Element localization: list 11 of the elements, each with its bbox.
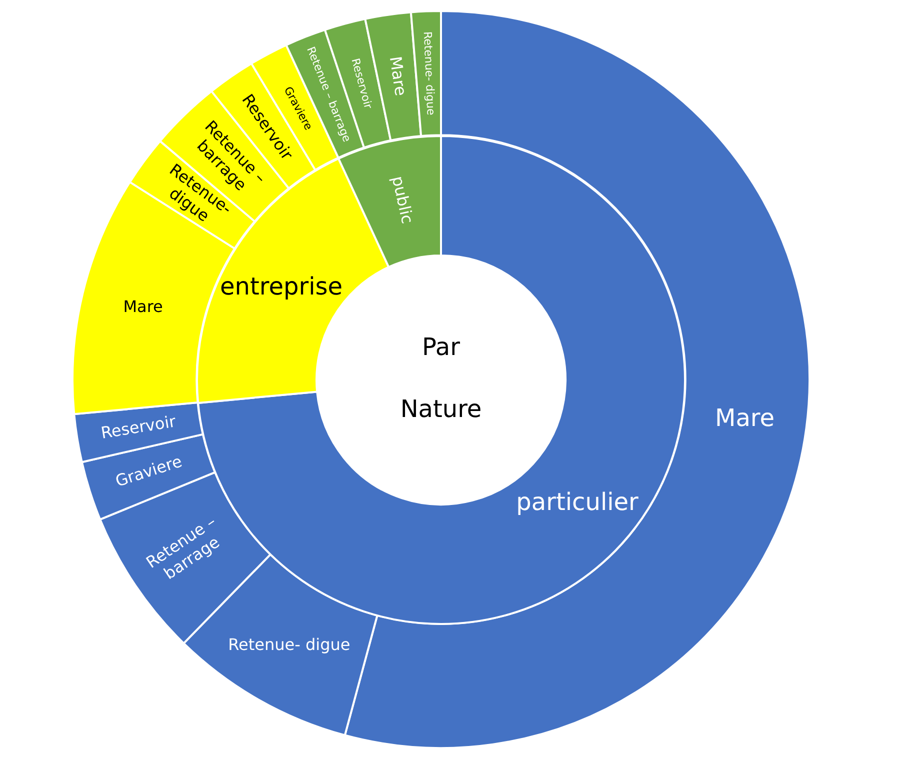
slice-label: Mare <box>386 55 410 98</box>
slice-label: public <box>388 174 418 225</box>
slice-label: Reservoir <box>100 412 178 442</box>
slice-label: particulier <box>516 488 639 516</box>
slice-label: Mare <box>714 404 775 432</box>
slice-label: Mare <box>123 297 163 316</box>
chart-title: Par Nature <box>400 332 482 423</box>
slice-label: Retenue- digue <box>228 634 350 654</box>
slice-label: entreprise <box>220 272 343 300</box>
slice-label: Graviere <box>113 452 184 491</box>
slice-label: Retenue- digue <box>420 31 438 116</box>
